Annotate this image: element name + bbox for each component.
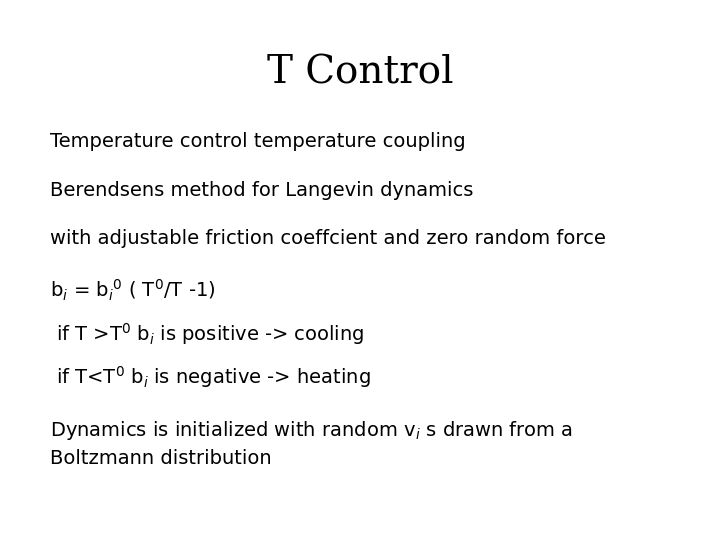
Text: T Control: T Control <box>266 54 454 91</box>
Text: with adjustable friction coeffcient and zero random force: with adjustable friction coeffcient and … <box>50 230 606 248</box>
Text: Temperature control temperature coupling: Temperature control temperature coupling <box>50 132 466 151</box>
Text: if T >T$^{0}$ b$_{i}$ is positive -> cooling: if T >T$^{0}$ b$_{i}$ is positive -> coo… <box>50 321 364 347</box>
Text: Dynamics is initialized with random v$_{i}$ s drawn from a
Boltzmann distributio: Dynamics is initialized with random v$_{… <box>50 418 573 468</box>
Text: Berendsens method for Langevin dynamics: Berendsens method for Langevin dynamics <box>50 181 474 200</box>
Text: if T<T$^{0}$ b$_{i}$ is negative -> heating: if T<T$^{0}$ b$_{i}$ is negative -> heat… <box>50 364 372 390</box>
Text: b$_{i}$ = b$_{i}$$^{0}$ ( T$^{0}$/T -1): b$_{i}$ = b$_{i}$$^{0}$ ( T$^{0}$/T -1) <box>50 278 216 303</box>
